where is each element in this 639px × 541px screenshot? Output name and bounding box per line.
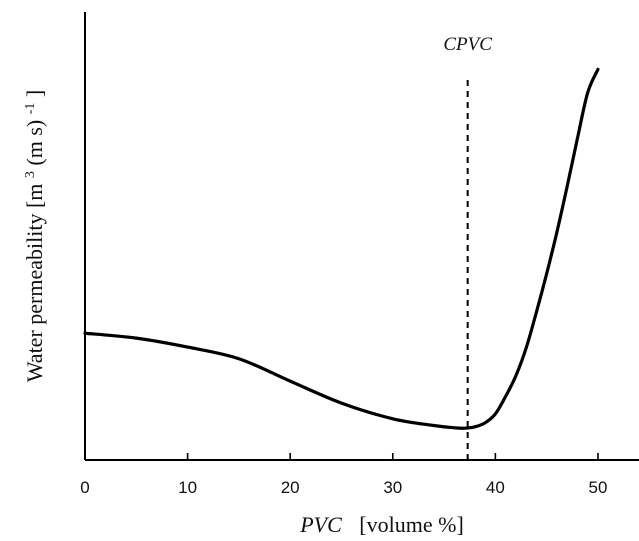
y-axis-title-suffix: ] [22, 90, 47, 97]
y-axis-title-sup1: 3 [23, 171, 38, 178]
x-tick-label-4: 40 [486, 478, 505, 497]
x-axis-title-rest: [volume %] [359, 512, 463, 537]
x-axis-title: PVC [volume %] [299, 512, 464, 537]
y-axis-title-sup2: -1 [23, 103, 38, 115]
x-axis-ticks [84, 453, 599, 460]
x-axis-title-italic: PVC [299, 512, 342, 537]
x-tick-label-0: 0 [80, 478, 89, 497]
plot-area: 0 10 20 30 40 50 CPVC [80, 12, 639, 497]
series-line-water-permeability [83, 67, 600, 430]
cpvc-label: CPVC [443, 34, 492, 55]
x-tick-label-3: 30 [383, 478, 402, 497]
x-axis-tick-labels: 0 10 20 30 40 50 [80, 478, 607, 497]
y-axis-title: Water permeability [m 3 (m s) -1 ] [14, 90, 47, 382]
y-axis-title-middle: (m s) [22, 120, 47, 166]
x-tick-label-2: 20 [281, 478, 300, 497]
x-tick-label-1: 10 [178, 478, 197, 497]
y-axis-title-prefix: Water permeability [m [22, 184, 47, 383]
x-tick-label-5: 50 [589, 478, 608, 497]
